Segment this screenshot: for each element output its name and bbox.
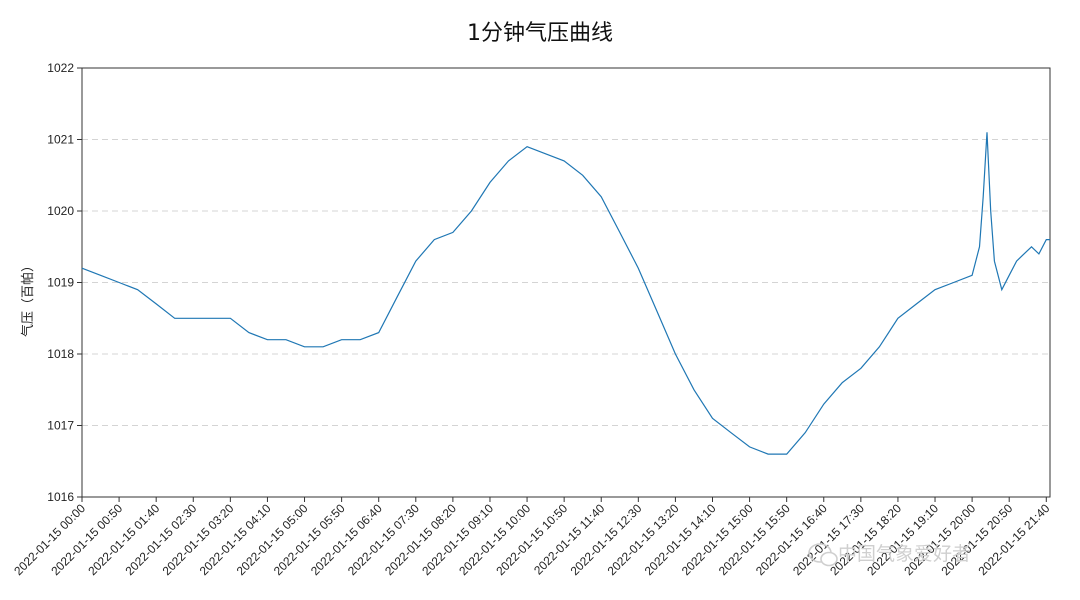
y-tick-label: 1017 (47, 419, 74, 433)
y-tick-label: 1020 (47, 204, 74, 218)
x-tick-label: 2022-01-15 21:40 (976, 501, 1053, 578)
y-tick-label: 1018 (47, 347, 74, 361)
watermark: 中国气象爱好者 (808, 543, 971, 567)
y-axis: 1016 1017 1018 1019 1020 1021 1022 (47, 61, 82, 504)
wechat-icon (808, 543, 838, 567)
watermark-text: 中国气象爱好者 (838, 543, 971, 565)
series-line (81, 132, 1050, 455)
y-tick-label: 1022 (47, 61, 74, 75)
y-tick-label: 1016 (47, 490, 74, 504)
chart-title: 1分钟气压曲线 (467, 21, 613, 46)
y-tick-label: 1021 (47, 133, 74, 147)
y-tick-label: 1019 (47, 276, 74, 290)
gridlines (82, 139, 1050, 426)
y-axis-label: 气压（百帕） (20, 259, 36, 337)
